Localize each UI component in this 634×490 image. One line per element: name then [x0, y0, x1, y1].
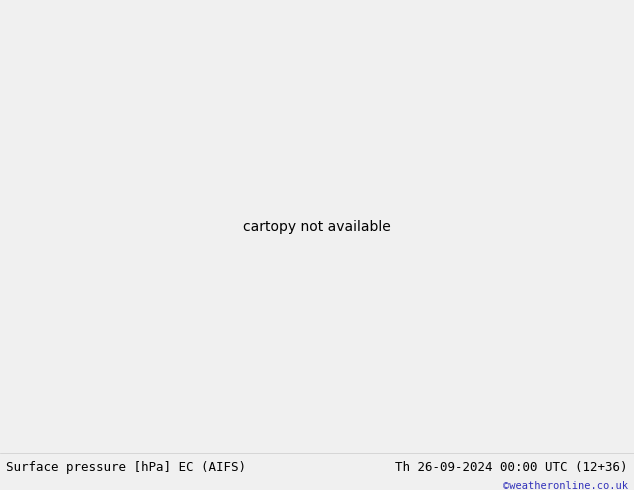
Text: ©weatheronline.co.uk: ©weatheronline.co.uk	[503, 481, 628, 490]
Text: Th 26-09-2024 00:00 UTC (12+36): Th 26-09-2024 00:00 UTC (12+36)	[395, 461, 628, 474]
Text: Surface pressure [hPa] EC (AIFS): Surface pressure [hPa] EC (AIFS)	[6, 461, 247, 474]
Text: cartopy not available: cartopy not available	[243, 220, 391, 234]
